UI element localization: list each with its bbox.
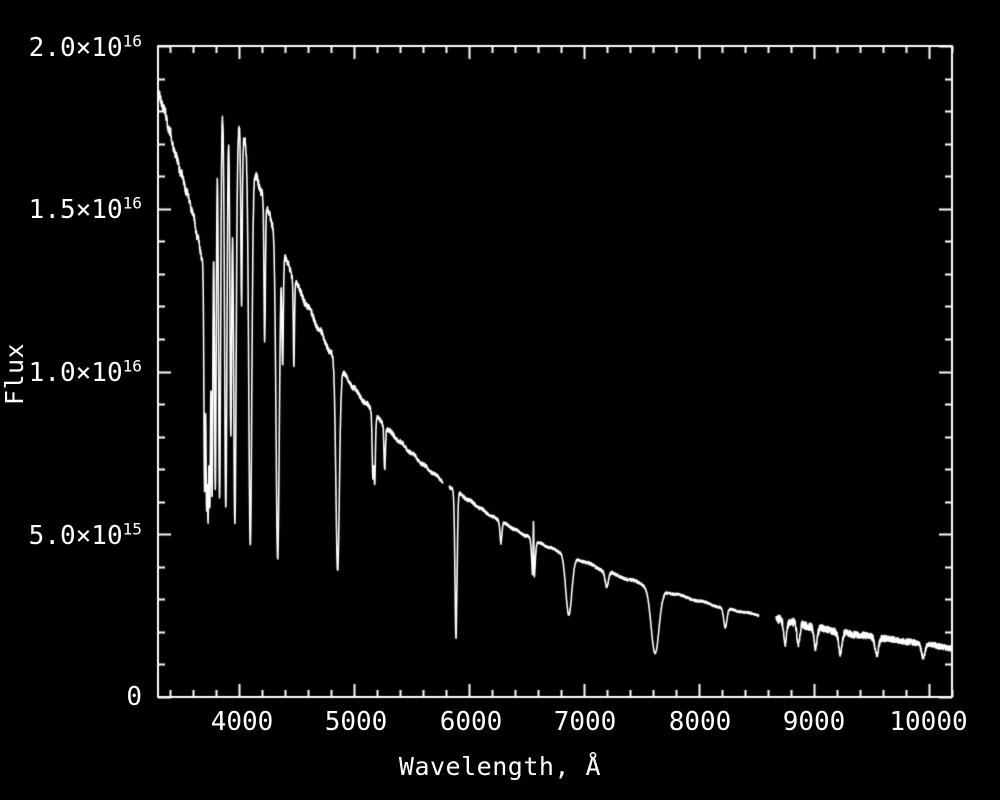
spectrum-plot-root: 2.0×1016 1.5×1016 1.0×1016 5.0×1015 0 40… (0, 0, 1000, 800)
spectrum-canvas (0, 0, 1000, 800)
